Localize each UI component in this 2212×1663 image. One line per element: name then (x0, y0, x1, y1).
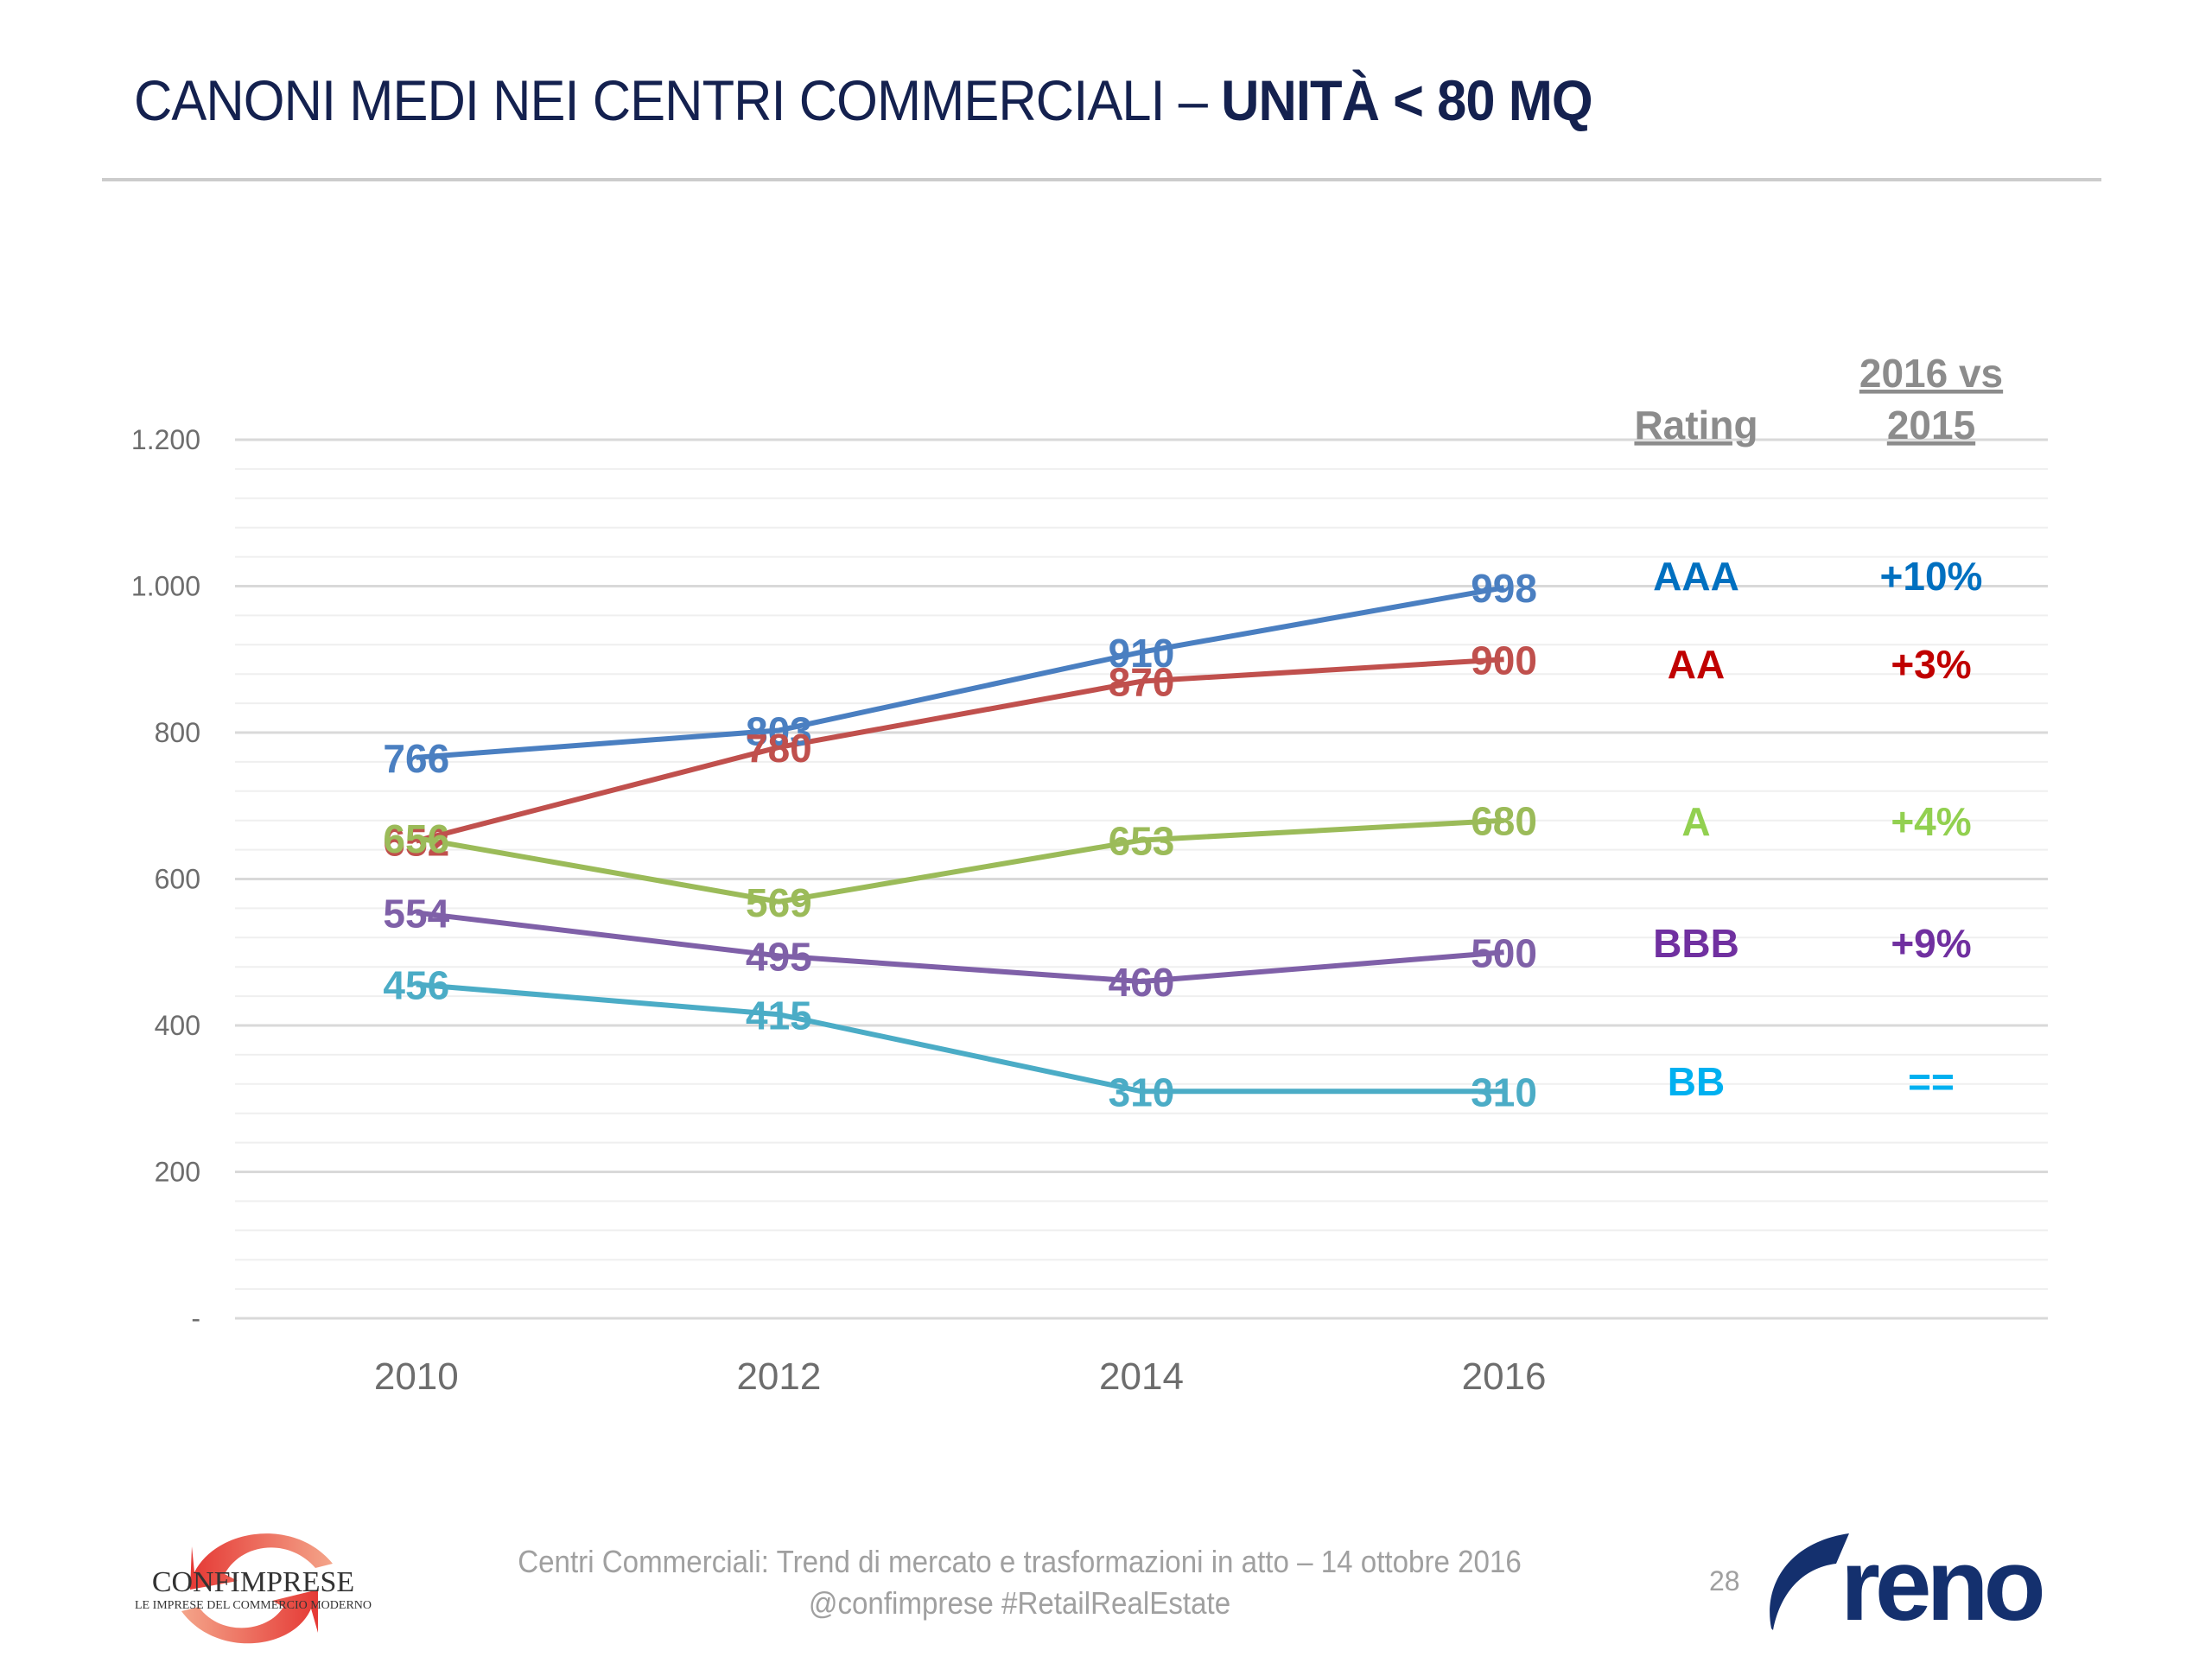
title-regular: CANONI MEDI NEI CENTRI COMMERCIALI – (134, 68, 1222, 132)
table-change: +9% (1891, 921, 1971, 966)
header-divider (102, 178, 2101, 181)
y-tick-label: - (191, 1303, 200, 1334)
table-rating: AA (1668, 642, 1725, 687)
page-number: 28 (1709, 1565, 1740, 1596)
data-label-aa: 900 (1471, 638, 1537, 682)
data-label-aaa: 766 (383, 736, 449, 781)
page-title: CANONI MEDI NEI CENTRI COMMERCIALI – UNI… (134, 67, 1593, 133)
data-label-bbb: 495 (746, 934, 812, 979)
data-labels: 766 803 910 998 652 780 870 900 656 569 653 680 554 4… (383, 566, 1537, 1114)
table-header-change-line1: 2016 vs (1859, 351, 2003, 396)
table-rating: A (1681, 799, 1710, 844)
series-line-bbb (416, 910, 1504, 985)
footer-caption: Centri Commerciali: Trend di mercato e t… (463, 1541, 1576, 1624)
reno-arc-icon (1770, 1533, 1849, 1630)
data-label-bbb: 460 (1109, 960, 1175, 1005)
reno-logo: reno (1763, 1525, 2126, 1642)
y-tick-label: 400 (155, 1010, 200, 1041)
y-tick-label: 1.000 (131, 571, 200, 602)
data-label-bbb: 554 (383, 891, 449, 936)
arrow-top-icon (190, 1533, 333, 1590)
reno-wordmark: reno (1840, 1528, 2043, 1637)
table-rating: AAA (1653, 554, 1739, 599)
footer-line-2: @confimprese #RetailRealEstate (808, 1585, 1231, 1621)
data-label-bb: 456 (383, 963, 449, 1008)
data-label-aaa: 998 (1471, 566, 1537, 611)
table-change: +4% (1891, 799, 1971, 844)
x-tick-label: 2016 (1462, 1355, 1547, 1398)
series-line-aaa (416, 585, 1505, 760)
y-tick-label: 800 (155, 717, 200, 748)
footer-line-1: Centri Commerciali: Trend di mercato e t… (518, 1544, 1522, 1579)
data-label-aa: 652 (383, 819, 449, 864)
data-label-aa: 870 (1109, 660, 1175, 705)
table-header-change-line2: 2015 (1887, 403, 1975, 447)
x-axis-ticks: 2010 2012 2014 2016 (374, 1355, 1547, 1398)
data-label-a: 653 (1109, 819, 1175, 864)
arrow-bottom-icon (181, 1590, 318, 1644)
data-label-a: 569 (746, 880, 812, 925)
table-rating: BBB (1653, 921, 1739, 966)
x-tick-label: 2014 (1099, 1355, 1184, 1398)
y-tick-label: 200 (155, 1157, 200, 1188)
data-label-bb: 310 (1109, 1070, 1175, 1114)
series-line-bb (416, 981, 1504, 1095)
series-line-a (416, 817, 1504, 904)
y-tick-label: 1.200 (131, 424, 200, 455)
data-label-aaa: 803 (746, 708, 812, 753)
x-tick-label: 2010 (374, 1355, 459, 1398)
y-tick-label: 600 (155, 864, 200, 895)
line-chart: - 200 400 600 800 1.000 1.200 2010 2012 2014 2016… (131, 351, 2048, 1398)
data-label-bb: 415 (746, 993, 812, 1038)
table-change: +10% (1880, 554, 1983, 599)
y-axis-ticks: - 200 400 600 800 1.000 1.200 (131, 424, 200, 1334)
table-change: == (1908, 1059, 1955, 1104)
data-label-aaa: 910 (1109, 631, 1175, 676)
title-bold: UNITÀ < 80 MQ (1221, 68, 1593, 132)
series-lines (416, 585, 1505, 1095)
confimprese-tagline: LE IMPRESE DEL COMMERCIO MODERNO (135, 1599, 372, 1612)
table-rating: BB (1668, 1059, 1725, 1104)
confimprese-name: CONFIMPRESE (152, 1566, 354, 1598)
x-tick-label: 2012 (736, 1355, 821, 1398)
confimprese-logo: CONFIMPRESE LE IMPRESE DEL COMMERCIO MOD… (95, 1512, 406, 1659)
data-label-a: 680 (1471, 799, 1537, 844)
table-header-rating: Rating (1634, 403, 1758, 447)
data-label-aa: 780 (746, 726, 812, 771)
data-label-bbb: 500 (1471, 930, 1537, 975)
gridlines (235, 438, 2048, 1320)
rating-table: Rating 2016 vs 2015 AAA +10% AA +3% A +4% BBB +9% B… (1634, 351, 2003, 1104)
data-label-a: 656 (383, 816, 449, 861)
series-line-aa (416, 657, 1504, 844)
data-label-bb: 310 (1471, 1070, 1537, 1114)
table-change: +3% (1891, 642, 1971, 687)
